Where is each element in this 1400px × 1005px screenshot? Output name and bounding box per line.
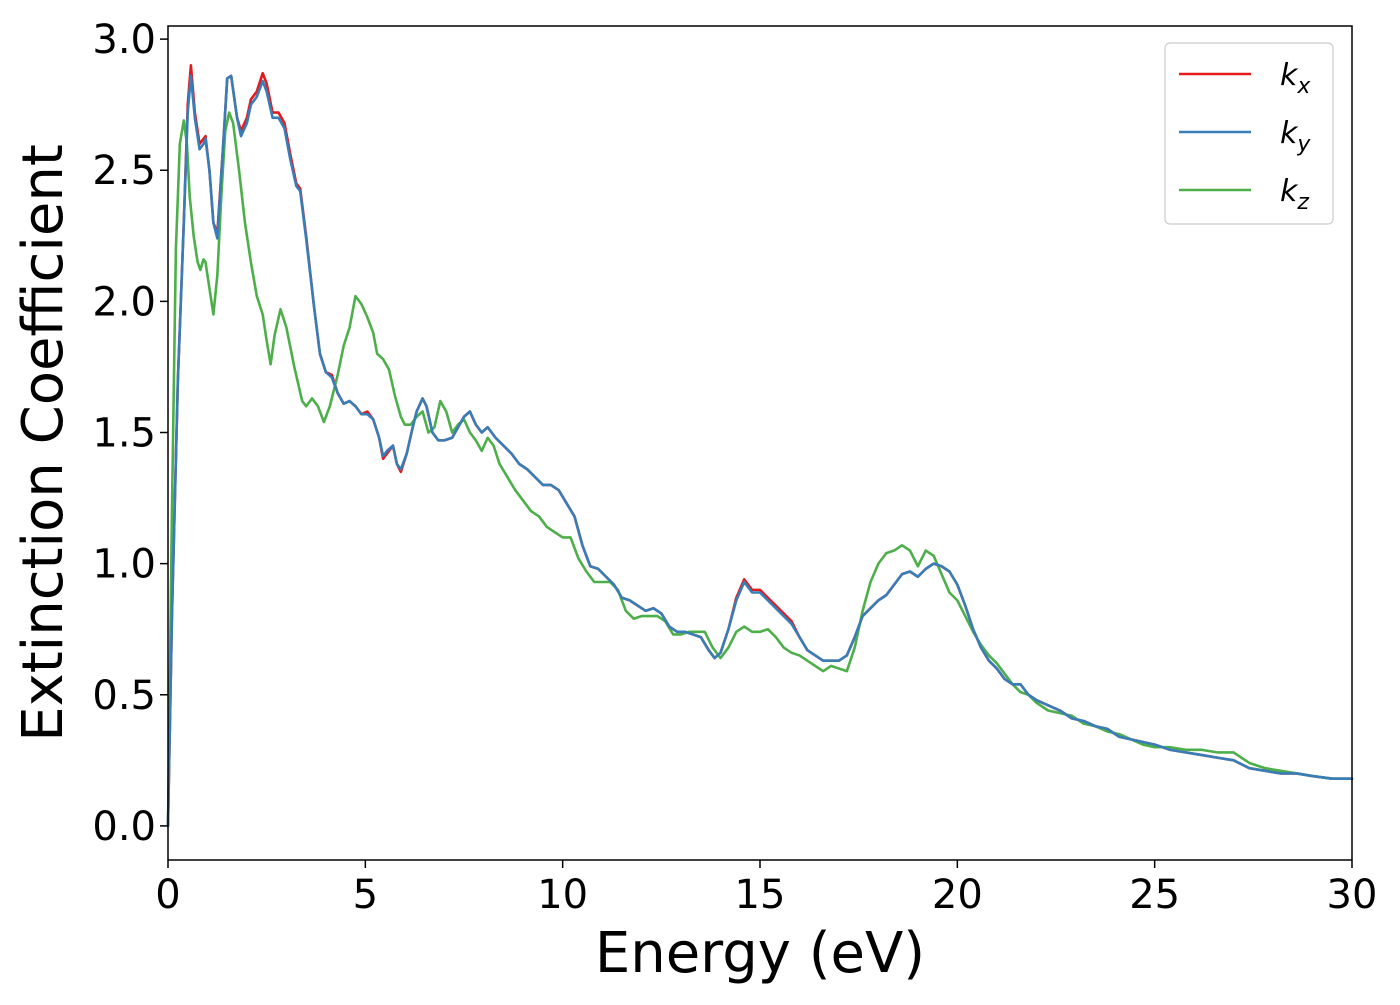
x-tick-label: 10 [537,872,588,918]
y-tick-label: 3.0 [92,17,156,63]
x-tick-label: 25 [1129,872,1180,918]
y-tick-label: 0.5 [92,673,156,719]
x-tick-label: 30 [1327,872,1378,918]
y-tick-label: 2.0 [92,279,156,325]
legend-label-x: kx [1280,58,1311,99]
series-layer [166,64,1354,828]
legend-label-base: k [1280,116,1299,151]
y-axis-ticks: 0.0 0.5 1.0 1.5 2.0 2.5 3.0 [92,17,168,850]
legend-label-subscript: y [1296,132,1311,157]
y-tick-label: 1.5 [92,411,156,457]
legend-label-y: ky [1280,116,1311,157]
legend-box [1164,42,1334,225]
y-tick-label: 2.5 [92,148,156,194]
x-tick-label: 15 [735,872,786,918]
x-tick-label: 5 [353,872,378,918]
x-tick-label: 20 [932,872,983,918]
x-axis-ticks: 0 5 10 15 20 25 30 [155,860,1377,918]
y-axis-label: Extinction Coefficient [11,144,76,742]
legend-label-subscript: z [1296,190,1309,215]
x-axis-label: Energy (eV) [595,921,925,986]
legend-label-base: k [1280,174,1299,209]
legend-label-z: kz [1280,174,1309,215]
legend-label-subscript: x [1296,74,1311,99]
series-line-y [166,74,1354,828]
series-line-z [166,111,1354,828]
x-tick-label: 0 [155,872,180,918]
legend-label-base: k [1280,58,1299,93]
y-tick-label: 1.0 [92,542,156,588]
y-tick-label: 0.0 [92,804,156,850]
